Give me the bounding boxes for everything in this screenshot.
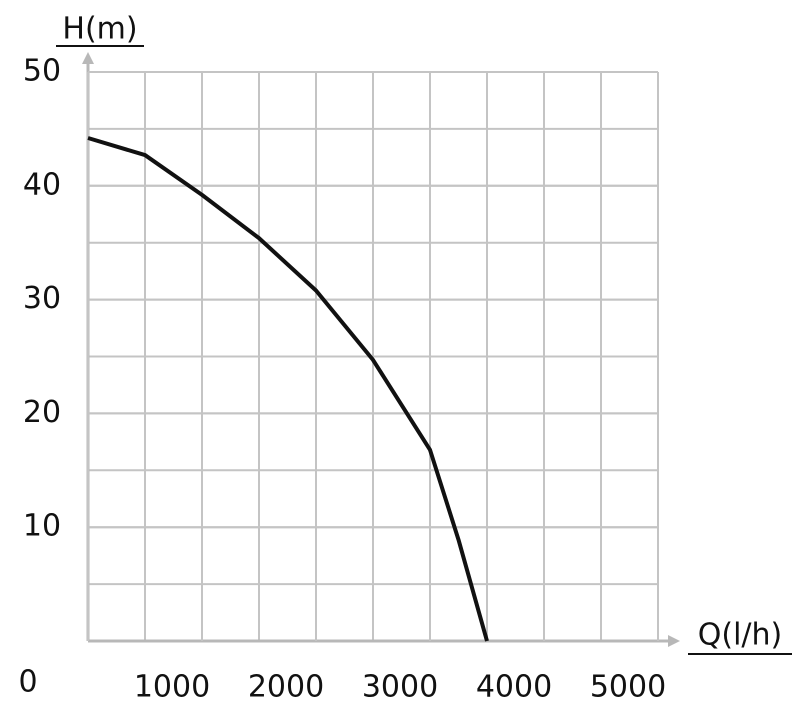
y-tick-label: 40: [23, 167, 61, 202]
y-axis-label: H(m): [62, 12, 137, 47]
y-tick-label: 20: [23, 395, 61, 430]
x-tick-label: 1000: [134, 670, 210, 705]
y-arrow: [82, 52, 94, 64]
y-tick-label: 30: [23, 281, 61, 316]
x-tick-label: 2000: [248, 670, 324, 705]
curve: [87, 136, 489, 642]
y-tick-label: 50: [23, 54, 61, 89]
x-tick-label: 5000: [590, 670, 666, 705]
x-tick-label: 0: [18, 665, 37, 700]
x-axis-label: Q(l/h): [698, 618, 782, 653]
y-tick-label: 10: [23, 509, 61, 544]
x-tick-label: 4000: [476, 670, 552, 705]
x-arrow: [668, 635, 680, 647]
x-tick-label: 3000: [362, 670, 438, 705]
